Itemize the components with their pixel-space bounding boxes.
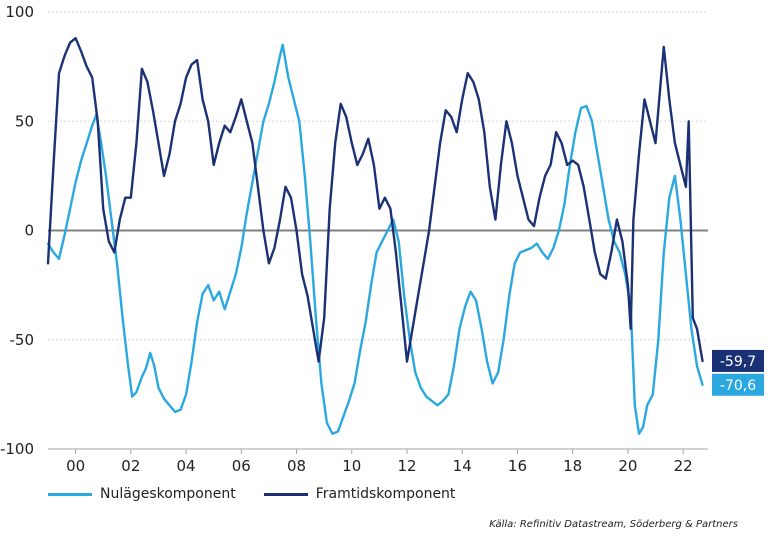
x-tick-label: 18 <box>563 457 582 475</box>
x-tick-label: 22 <box>674 457 693 475</box>
y-tick-label: -100 <box>0 440 34 458</box>
end-label-box <box>712 373 764 396</box>
y-tick-label: 100 <box>5 3 34 21</box>
end-value-label: -59,7 <box>720 354 756 370</box>
y-tick-label: 0 <box>24 222 34 240</box>
legend-swatch-nulage <box>48 492 92 496</box>
legend: Nulägeskomponent Framtidskomponent <box>48 486 455 502</box>
legend-label-framtid: Framtidskomponent <box>315 486 456 502</box>
x-tick-label: 04 <box>177 457 196 475</box>
x-tick-label: 20 <box>618 457 637 475</box>
legend-item-framtid: Framtidskomponent <box>263 486 456 502</box>
x-tick-label: 00 <box>66 457 85 475</box>
x-tick-label: 14 <box>453 457 472 475</box>
x-tick-label: 08 <box>287 457 306 475</box>
end-value-label: -70,6 <box>720 378 756 394</box>
x-tick-label: 10 <box>342 457 361 475</box>
end-label-box <box>712 349 764 372</box>
series-line-framtid <box>46 37 704 363</box>
x-tick-label: 16 <box>508 457 527 475</box>
source-note: Källa: Refinitiv Datastream, Söderberg &… <box>489 519 738 530</box>
x-tick-label: 06 <box>232 457 251 475</box>
x-tick-label: 12 <box>397 457 416 475</box>
line-chart: 100 50 0 -50 -100 00 02 04 06 08 10 12 14 16 18 20 22 -59… <box>0 3 764 475</box>
y-tick-label: -50 <box>10 331 35 349</box>
x-tick-label: 02 <box>121 457 140 475</box>
legend-label-nulage: Nulägeskomponent <box>100 486 236 502</box>
legend-item-nulage: Nulägeskomponent <box>48 486 236 502</box>
y-tick-label: 50 <box>15 112 34 130</box>
legend-swatch-framtid <box>263 492 308 496</box>
series-line-nulage <box>46 43 704 435</box>
